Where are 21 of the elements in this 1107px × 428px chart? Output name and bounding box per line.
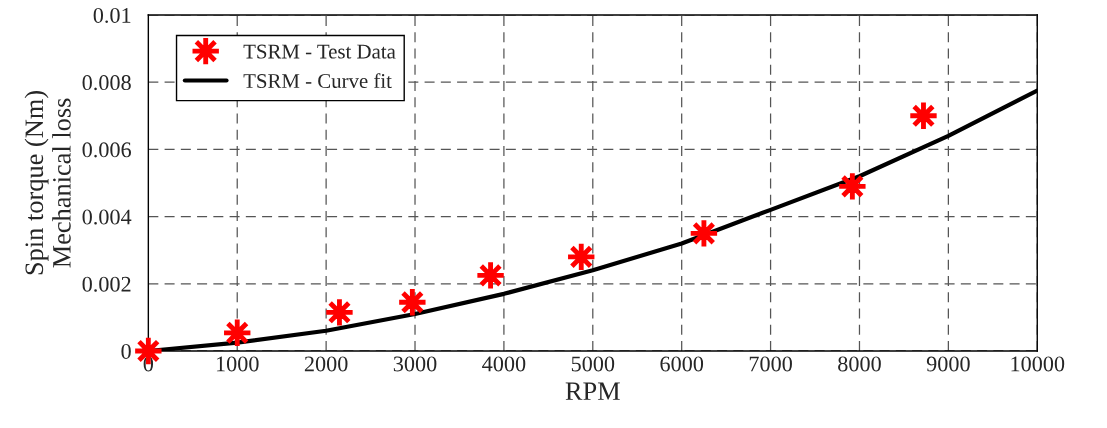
y-tick-label: 0.006 [82,142,132,158]
x-tick-label: 2000 [304,356,348,372]
x-tick-label: 4000 [482,356,526,372]
y-axis-title: Spin torque (Nm) Mechanical loss [24,91,71,275]
x-tick-label: 0 [143,356,154,372]
x-tick-label: 7000 [749,356,792,372]
x-tick-label: 9000 [926,356,970,372]
x-tick-label: 6000 [660,356,704,372]
legend-label: TSRM - Curve fit [243,73,392,89]
y-tick-label: 0.002 [82,276,131,292]
x-tick-label: 8000 [838,356,881,372]
x-tick-label: 3000 [393,356,437,372]
x-tick-label: 5000 [571,356,615,372]
y-tick-label: 0.008 [82,75,131,91]
y-tick-label: 0.004 [82,209,132,225]
y-tick-label: 0 [121,343,131,359]
x-tick-label: 1000 [216,356,259,372]
legend-label: TSRM - Test Data [243,44,396,59]
x-tick-label: 10000 [1011,356,1065,372]
y-tick-label: 0.01 [93,7,131,24]
x-axis-title: RPM [565,382,620,400]
